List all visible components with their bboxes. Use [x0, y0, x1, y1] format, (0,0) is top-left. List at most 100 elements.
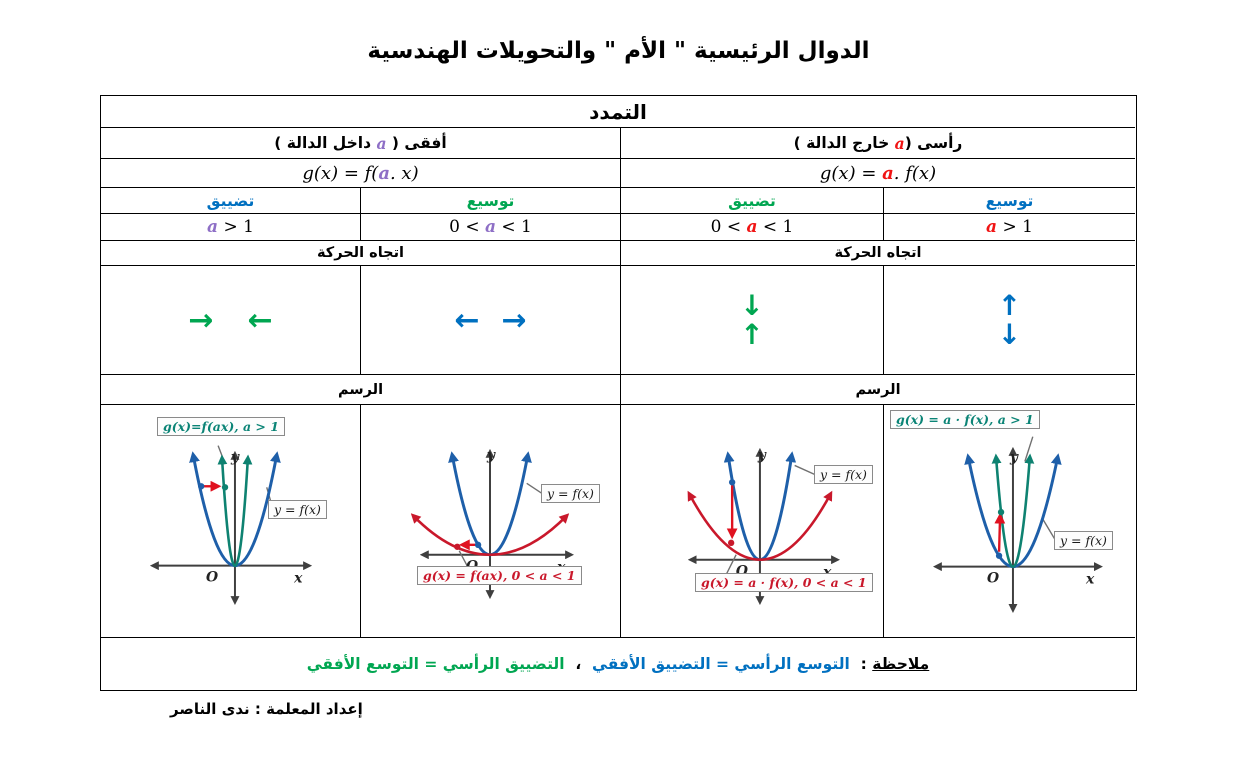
- motion-label-horizontal: اتجاه الحركة: [101, 241, 621, 266]
- header-horizontal-pre: أفقى (: [386, 134, 447, 152]
- type-vertical-compress: تضييق: [621, 188, 884, 214]
- header-vertical-pre: رأسى (: [904, 134, 963, 152]
- label-leader-line: [526, 482, 542, 494]
- type-horizontal-expand: توسيع: [361, 188, 621, 214]
- motion-label-vertical: اتجاه الحركة: [621, 241, 1135, 266]
- drawing-label-horizontal: الرسم: [101, 375, 621, 405]
- y-axis-label: y: [486, 447, 496, 463]
- arrows-horizontal-compress: → ←: [101, 266, 361, 375]
- cond-a: a: [986, 217, 998, 237]
- transformed-curve: [991, 453, 1035, 568]
- graph-canvas: y x O: [687, 447, 841, 606]
- arrows-horizontal-expand: ← →: [361, 266, 621, 375]
- type-horizontal-compress: تضييق: [101, 188, 361, 214]
- f-function-label: y = f(x): [268, 500, 327, 519]
- note-label: ملاحظة: [872, 655, 930, 673]
- label-leader-line: [1042, 518, 1056, 540]
- note-blue-statement: التوسع الرأسي = التضييق الأفقي: [592, 655, 850, 673]
- graph-vertical-expansion: y x O g(x) = a · f(x), a > 1 y = f(x): [884, 405, 1135, 638]
- label-leader-line: [794, 464, 815, 475]
- cond-post: > 1: [218, 217, 254, 237]
- g-function-label: g(x) = f(ax), 0 < a < 1: [417, 566, 582, 585]
- g-function-label: g(x) = a · f(x), a > 1: [890, 410, 1040, 429]
- note-colon: :: [849, 655, 873, 673]
- x-axis-label: x: [1085, 572, 1095, 588]
- header-horizontal-post: داخل الدالة ): [274, 134, 377, 152]
- arrow-left-icon: ←: [454, 302, 480, 338]
- point-on-parent: [995, 552, 1003, 559]
- formula-vertical-a: a: [882, 162, 894, 184]
- arrow-left-icon: ←: [247, 302, 273, 338]
- arrow-right-icon: →: [501, 302, 527, 338]
- cond-a: a: [746, 217, 758, 237]
- arrow-right-icon: →: [188, 302, 214, 338]
- arrow-up-icon: ↑: [997, 288, 1022, 322]
- graph-canvas: y x O: [410, 447, 575, 600]
- formula-horizontal: g(x) = f(a. x): [101, 159, 621, 188]
- note-green-statement: التضييق الرأسي = التوسع الأفقي: [306, 655, 565, 673]
- point-on-image: [727, 539, 735, 547]
- formula-vertical: g(x) = a. f(x): [621, 159, 1135, 188]
- graph-canvas: y x O: [932, 436, 1103, 613]
- g-function-label: g(x) = a · f(x), 0 < a < 1: [695, 573, 873, 592]
- page-title: الدوال الرئيسية " الأم " والتحويلات الهن…: [367, 38, 870, 64]
- graph-horizontal-compression: y x O g(x)=f(ax), a > 1 y = f(x): [101, 405, 361, 638]
- condition-vertical-compress: 0 < a < 1: [621, 214, 884, 241]
- cond-post: < 1: [757, 217, 794, 237]
- label-leader-line: [458, 550, 469, 568]
- point-on-image: [454, 543, 461, 550]
- header-horizontal-a: a: [376, 133, 387, 153]
- arrows-vertical-expand: ↑ ↓: [884, 266, 1135, 375]
- cond-post: < 1: [496, 217, 532, 237]
- header-vertical-post: خارج الدالة ): [793, 134, 895, 152]
- cond-pre: 0 <: [449, 217, 485, 237]
- table-title: التمدد: [101, 96, 1135, 128]
- header-vertical-a: a: [894, 133, 905, 153]
- note-row: ملاحظة : التوسع الرأسي = التضييق الأفقي …: [101, 638, 1135, 690]
- condition-vertical-expand: a > 1: [884, 214, 1135, 241]
- type-vertical-expand: توسيع: [884, 188, 1135, 214]
- drawing-label-vertical: الرسم: [621, 375, 1135, 405]
- graph-vertical-compression: y x O y = f(x) g(x) = a · f(x), 0 < a < …: [621, 405, 884, 638]
- f-function-label: y = f(x): [1054, 531, 1113, 550]
- graph-canvas: y x O: [149, 445, 313, 606]
- arrow-up-icon: ↑: [740, 318, 764, 351]
- point-on-image: [221, 484, 229, 491]
- condition-horizontal-compress: a > 1: [101, 214, 361, 241]
- x-axis-label: x: [293, 571, 303, 587]
- teacher-credit: إعداد المعلمة : ندى الناصر: [170, 700, 363, 718]
- arrow-down-icon: ↓: [740, 288, 764, 322]
- formula-vertical-post: . f(x): [893, 162, 937, 184]
- arrow-down-icon: ↓: [997, 318, 1022, 351]
- y-axis-label: y: [1009, 449, 1019, 465]
- label-leader-line: [725, 554, 737, 575]
- f-function-label: y = f(x): [541, 484, 600, 503]
- origin-label: O: [987, 571, 999, 587]
- note-separator: ،: [564, 655, 593, 673]
- y-axis-label: y: [230, 449, 240, 465]
- transformed-curve: [687, 490, 833, 561]
- graph-horizontal-expansion: y x O y = f(x) g(x) = f(ax), 0 < a < 1: [361, 405, 621, 638]
- cond-post: > 1: [997, 217, 1033, 237]
- formula-horizontal-a: a: [378, 162, 390, 184]
- label-leader-line: [217, 445, 224, 459]
- formula-vertical-pre: g(x) =: [819, 162, 883, 184]
- transformed-curve: [217, 454, 253, 567]
- header-vertical: رأسى (a خارج الدالة ): [621, 128, 1135, 159]
- condition-horizontal-expand: 0 < a < 1: [361, 214, 621, 241]
- point-on-parent: [728, 479, 736, 486]
- cond-a: a: [207, 217, 219, 237]
- cond-a: a: [484, 217, 496, 237]
- y-axis-label: y: [757, 447, 767, 463]
- cond-pre: 0 <: [710, 217, 747, 237]
- arrows-vertical-compress: ↓ ↑: [621, 266, 884, 375]
- transformed-curve: [410, 513, 570, 557]
- shift-arrow: [994, 512, 1006, 552]
- dilation-table: التمدد أفقى ( a داخل الدالة ) رأسى (a خا…: [100, 95, 1137, 691]
- origin-label: O: [206, 570, 218, 586]
- f-function-label: y = f(x): [814, 465, 873, 484]
- header-horizontal: أفقى ( a داخل الدالة ): [101, 128, 621, 159]
- point-on-parent: [474, 541, 482, 548]
- formula-horizontal-post: . x): [389, 162, 419, 184]
- formula-horizontal-pre: g(x) = f(: [302, 162, 379, 184]
